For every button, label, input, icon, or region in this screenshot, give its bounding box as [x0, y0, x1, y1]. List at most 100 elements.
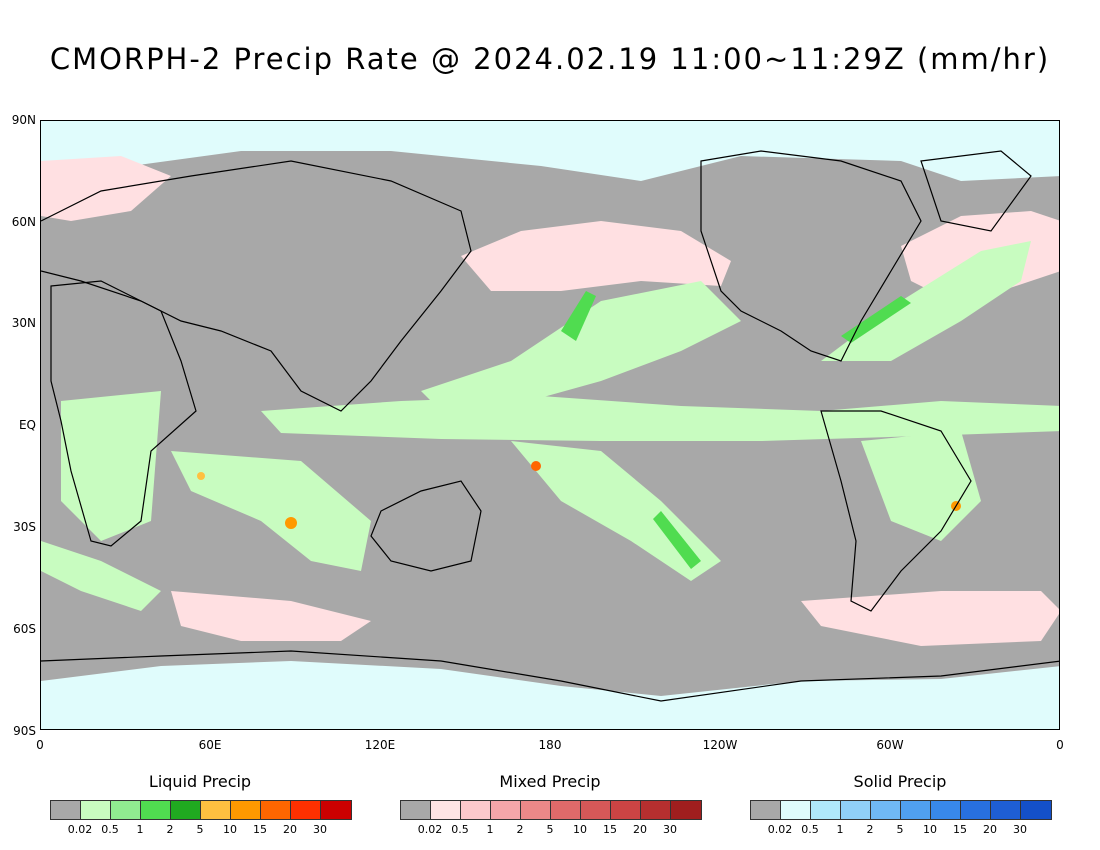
- coast-eurasia: [41, 160, 472, 412]
- lat-label-eq: EQ: [18, 418, 36, 432]
- legend-tick-label: 0.02: [767, 823, 793, 836]
- lon-label-0: 0: [36, 738, 44, 752]
- liquid-africa: [61, 391, 161, 541]
- map-title: CMORPH-2 Precip Rate @ 2024.02.19 11:00~…: [49, 42, 1051, 76]
- legend-swatch-1: [781, 801, 811, 819]
- legend-swatch-4: [171, 801, 201, 819]
- lat-label-90s: 90S: [13, 724, 36, 738]
- legend-labels-liquid: 0.02 0.5 1 2 5 10 15 20 30: [50, 823, 350, 837]
- legend-swatch-8: [291, 801, 321, 819]
- legend-bar-liquid: [50, 800, 352, 820]
- legend-swatch-2: [111, 801, 141, 819]
- precip-map: [40, 120, 1060, 730]
- legend-bar-mixed: [400, 800, 702, 820]
- coast-north-america: [700, 150, 922, 362]
- legend-swatch-2: [811, 801, 841, 819]
- legend-tick-label: 5: [896, 823, 904, 836]
- legend-swatch-6: [231, 801, 261, 819]
- legend-tick-label: 2: [866, 823, 874, 836]
- legend-tick-label: 0.02: [67, 823, 93, 836]
- arctic-snow-band: [41, 121, 1059, 181]
- legend-tick-label: 0.5: [451, 823, 469, 836]
- legend-swatch-5: [901, 801, 931, 819]
- lon-label-0-end: 0: [1056, 738, 1064, 752]
- legend-swatch-2: [461, 801, 491, 819]
- liquid-heavy-cell-indian: [285, 517, 297, 529]
- legend-swatch-8: [641, 801, 671, 819]
- legend-tick-label: 30: [663, 823, 677, 836]
- legend-swatch-7: [261, 801, 291, 819]
- coast-antarctica: [41, 650, 1059, 702]
- liquid-moderate-south-pacific: [653, 511, 701, 569]
- liquid-indian-ocean: [171, 451, 371, 571]
- lon-label-60w: 60W: [876, 738, 904, 752]
- mixed-southern-ocean-west: [171, 591, 371, 641]
- legend-swatch-4: [871, 801, 901, 819]
- legend-tick-label: 0.02: [417, 823, 443, 836]
- legend-bar-solid: [750, 800, 1052, 820]
- legend-swatch-0: [751, 801, 781, 819]
- legend-swatch-1: [431, 801, 461, 819]
- liquid-moderate-atlantic-front: [841, 296, 911, 343]
- lat-label-90n: 90N: [11, 113, 36, 127]
- legend-tick-label: 5: [196, 823, 204, 836]
- legend-tick-label: 5: [546, 823, 554, 836]
- legend-tick-label: 30: [313, 823, 327, 836]
- lat-label-60s: 60S: [13, 622, 36, 636]
- legend-swatch-5: [551, 801, 581, 819]
- legend-tick-label: 10: [923, 823, 937, 836]
- legend-tick-label: 1: [836, 823, 844, 836]
- legend-tick-label: 0.5: [801, 823, 819, 836]
- lon-label-60e: 60E: [198, 738, 222, 752]
- legend-swatch-3: [841, 801, 871, 819]
- legend-swatch-6: [931, 801, 961, 819]
- lon-label-120e: 120E: [364, 738, 396, 752]
- liquid-south-america: [861, 431, 981, 541]
- legend-tick-label: 10: [223, 823, 237, 836]
- liquid-north-atlantic: [821, 241, 1031, 361]
- legend-tick-label: 20: [633, 823, 647, 836]
- legend-swatch-0: [401, 801, 431, 819]
- legend-title-solid: Solid Precip: [853, 772, 947, 791]
- legend-swatch-1: [81, 801, 111, 819]
- legend-tick-label: 15: [603, 823, 617, 836]
- legend-swatch-6: [581, 801, 611, 819]
- lat-label-60n: 60N: [11, 215, 36, 229]
- legend-tick-label: 2: [516, 823, 524, 836]
- legend-tick-label: 20: [983, 823, 997, 836]
- lon-label-180: 180: [538, 738, 562, 752]
- antarctic-snow-band: [41, 661, 1059, 729]
- legend-swatch-3: [141, 801, 171, 819]
- legend-swatch-4: [521, 801, 551, 819]
- mixed-southern-ocean-east: [801, 591, 1059, 646]
- legend-swatch-9: [321, 801, 351, 819]
- mixed-north-pacific: [461, 221, 731, 291]
- precip-map-svg: [41, 121, 1059, 729]
- legend-tick-label: 30: [1013, 823, 1027, 836]
- legend-swatch-7: [961, 801, 991, 819]
- liquid-south-atlantic-front: [41, 541, 161, 611]
- legend-tick-label: 0.5: [101, 823, 119, 836]
- legend-labels-mixed: 0.02 0.5 1 2 5 10 15 20 30: [400, 823, 700, 837]
- legend-title-mixed: Mixed Precip: [499, 772, 601, 791]
- legend-swatch-3: [491, 801, 521, 819]
- liquid-north-pacific: [421, 281, 741, 411]
- legend-tick-label: 2: [166, 823, 174, 836]
- legend-tick-label: 15: [253, 823, 267, 836]
- legend-tick-label: 10: [573, 823, 587, 836]
- liquid-heavy-cell-madagascar: [197, 472, 205, 480]
- legend-swatch-9: [671, 801, 701, 819]
- legend-swatch-7: [611, 801, 641, 819]
- legend-swatch-8: [991, 801, 1021, 819]
- legend-labels-solid: 0.02 0.5 1 2 5 10 15 20 30: [750, 823, 1050, 837]
- legend-swatch-5: [201, 801, 231, 819]
- legend-tick-label: 15: [953, 823, 967, 836]
- legend-title-liquid: Liquid Precip: [148, 772, 252, 791]
- liquid-south-pacific: [511, 441, 721, 581]
- lat-label-30s: 30S: [13, 520, 36, 534]
- liquid-itcz-pacific: [261, 396, 1059, 441]
- legend-swatch-9: [1021, 801, 1051, 819]
- liquid-heavy-cell-pacific: [531, 461, 541, 471]
- lat-label-30n: 30N: [11, 316, 36, 330]
- legend-tick-label: 1: [486, 823, 494, 836]
